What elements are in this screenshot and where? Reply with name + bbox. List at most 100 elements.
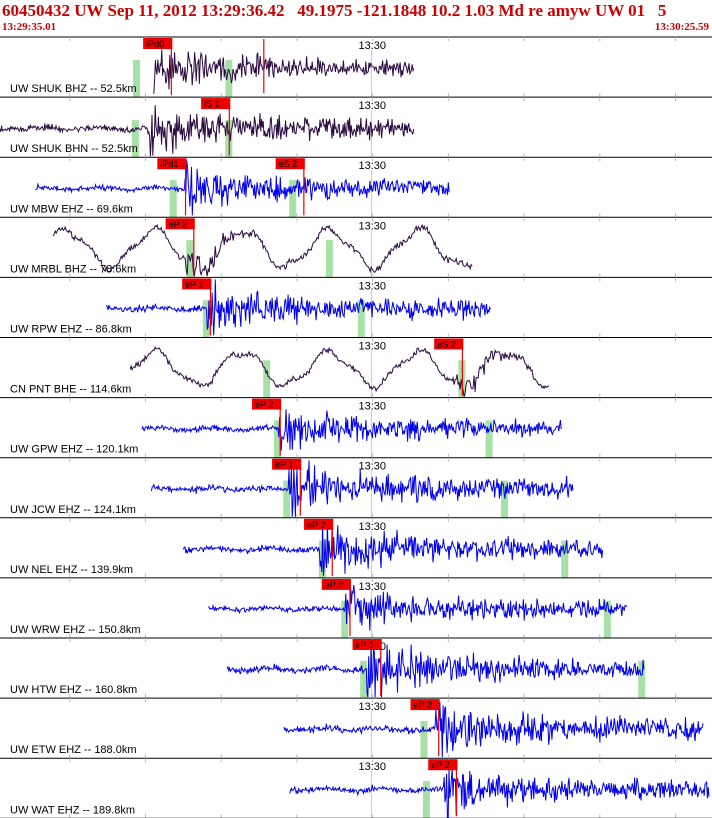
- pick-window: [225, 59, 233, 98]
- pick-label: iS 1: [204, 99, 220, 109]
- trace-panel[interactable]: 13:30 iS 1 UW SHUK BHN -- 52.5km: [0, 97, 712, 158]
- trace-panel[interactable]: 13:30 eP 2 UW WAT EHZ -- 189.8km: [0, 758, 712, 818]
- pick-label: iPd1: [160, 159, 178, 169]
- waveform-line: [283, 702, 704, 758]
- waveform-line: [289, 767, 710, 818]
- minute-tick-label: 13:30: [358, 220, 386, 232]
- pick-flag: [410, 699, 440, 711]
- trace-panel[interactable]: 13:30 eP 1 UW RPW EHZ -- 86.8km: [0, 277, 712, 338]
- end-time-label: 13:30:25.59: [654, 21, 709, 33]
- station-label: UW MRBL BHZ -- 78.6km: [10, 263, 136, 275]
- waveform-line: [35, 160, 450, 216]
- waveform-line: [207, 584, 628, 631]
- waveform-line: [150, 460, 574, 517]
- start-time-label: 13:29:35.01: [2, 21, 57, 33]
- station-label: UW JCW EHZ -- 124.1km: [10, 504, 136, 516]
- pick-window: [561, 540, 569, 578]
- pick-flag: [428, 759, 458, 771]
- waveform-line: [0, 105, 415, 157]
- pick-flag: [321, 578, 351, 590]
- event-header: 60450432 UW Sep 11, 2012 13:29:36.42 49.…: [2, 1, 667, 20]
- pick-label: eP 1: [185, 279, 203, 289]
- minute-tick-label: 13:30: [358, 100, 386, 112]
- pick-label: eP 2: [431, 760, 449, 770]
- pick-window: [422, 781, 430, 818]
- pick-label: eP 2: [414, 700, 432, 710]
- pick-label: eS 2: [437, 340, 456, 350]
- trace-panel[interactable]: 13:30 iPd1 eS 2 UW MBW EHZ -- 69.6km: [0, 157, 712, 218]
- minute-tick-label: 13:30: [358, 160, 386, 172]
- pick-window: [638, 660, 646, 699]
- pick-window: [420, 720, 428, 759]
- pick-flag: [434, 338, 464, 350]
- station-label: UW GPW EHZ -- 120.1km: [10, 444, 138, 456]
- waveform-line: [52, 223, 473, 277]
- pick-window: [341, 600, 349, 638]
- pick-label: eP 2: [169, 219, 187, 229]
- waveform-line: [182, 519, 604, 576]
- pick-window: [169, 180, 177, 218]
- pick-window: [603, 600, 611, 638]
- pick-flag: [201, 98, 231, 110]
- trace-panel[interactable]: 13:30 iPd0 UW SHUK BHZ -- 52.5km: [0, 37, 712, 98]
- pick-label: eP 2: [255, 400, 273, 410]
- minute-tick-label: 13:30: [358, 761, 386, 773]
- pick-window: [289, 180, 297, 218]
- pick-flag: [182, 278, 212, 290]
- waveform-line: [226, 642, 645, 698]
- pick-window: [485, 420, 493, 458]
- trace-panel[interactable]: 13:30 eP 2 UW WRW EHZ -- 150.8km: [0, 577, 712, 639]
- pick-flag: [275, 158, 305, 170]
- trace-panel[interactable]: 13:30 eP 2 UW MRBL BHZ -- 78.6km: [0, 217, 712, 278]
- pick-window: [131, 119, 139, 158]
- station-label: UW WRW EHZ -- 150.8km: [10, 624, 141, 636]
- pick-flag: [272, 458, 302, 470]
- station-label: CN PNT BHE -- 114.6km: [10, 384, 131, 396]
- pick-window: [360, 660, 368, 699]
- pick-window: [283, 480, 291, 518]
- pick-window: [133, 59, 141, 98]
- pick-flag: [352, 639, 382, 650]
- waveform-line: [129, 346, 550, 397]
- minute-tick-label: 13:30: [358, 341, 386, 353]
- pick-window: [263, 360, 271, 398]
- pick-label: eP 2: [307, 520, 325, 530]
- minute-tick-label: 13:30: [358, 701, 386, 713]
- station-label: UW HTW EHZ -- 160.8km: [10, 684, 137, 696]
- minute-tick-label: 13:30: [358, 581, 386, 593]
- minute-tick-label: 13:30: [358, 401, 386, 413]
- pick-label: eS 2: [279, 159, 298, 169]
- pick-flag: [304, 518, 334, 530]
- station-label: UW SHUK BHN -- 52.5km: [10, 143, 138, 155]
- pick-window: [202, 300, 210, 338]
- station-label: UW RPW EHZ -- 86.8km: [10, 324, 132, 336]
- pick-flag: [165, 218, 195, 230]
- pick-label: eP 1: [356, 640, 374, 650]
- waveform-line: [141, 409, 562, 451]
- pick-flag: [157, 158, 187, 170]
- station-label: UW SHUK BHZ -- 52.5km: [10, 83, 137, 95]
- station-label: UW NEL EHZ -- 139.9km: [10, 564, 133, 576]
- minute-tick-label: 13:30: [358, 280, 386, 292]
- pick-flag: [143, 38, 173, 49]
- trace-panel[interactable]: 13:30 eP 2 UW NEL EHZ -- 139.9km: [0, 517, 712, 579]
- pick-label: iPd0: [146, 39, 164, 49]
- pick-window: [325, 240, 333, 278]
- station-label: UW ETW EHZ -- 188.0km: [10, 744, 137, 756]
- pick-label: eP 1: [275, 460, 293, 470]
- trace-panel[interactable]: 13:30 eP 2 UW GPW EHZ -- 120.1km: [0, 397, 712, 459]
- pick-window: [273, 420, 281, 458]
- waveform-line: [153, 49, 415, 94]
- minute-tick-label: 13:30: [358, 461, 386, 473]
- trace-panel[interactable]: 13:30 eP 2 UW ETW EHZ -- 188.0km: [0, 698, 712, 759]
- trace-panel[interactable]: 13:30 eS 2 CN PNT BHE -- 114.6km: [0, 337, 712, 399]
- station-label: UW MBW EHZ -- 69.6km: [10, 203, 133, 215]
- station-label: UW WAT EHZ -- 189.8km: [10, 804, 135, 816]
- trace-panel[interactable]: 13:30 eP 1 UW JCW EHZ -- 124.1km: [0, 457, 712, 519]
- pick-label: eP 2: [325, 580, 343, 590]
- waveform-line: [106, 279, 491, 336]
- minute-tick-label: 13:30: [358, 40, 386, 52]
- minute-tick-label: 13:30: [358, 521, 386, 533]
